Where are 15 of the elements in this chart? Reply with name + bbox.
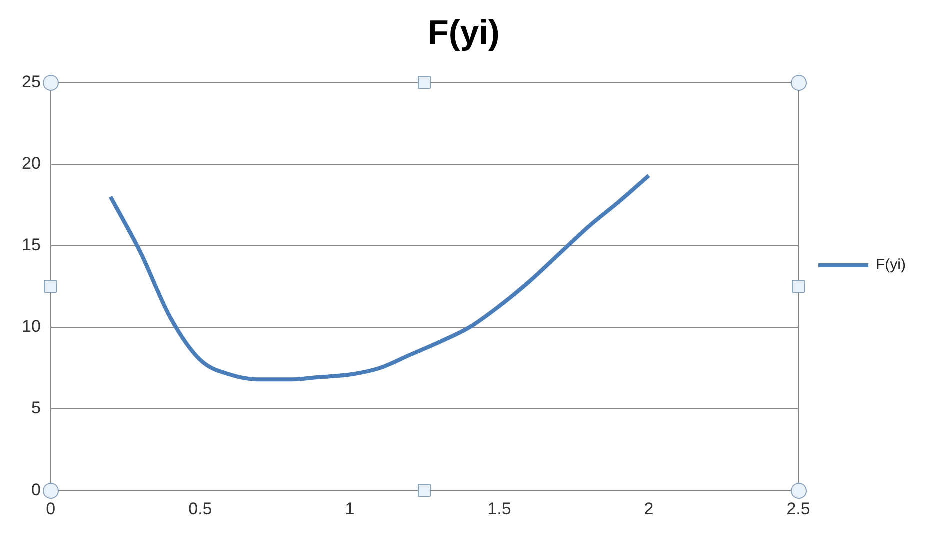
y-tick-label: 15 — [22, 236, 41, 255]
x-tick-label: 0 — [46, 499, 56, 518]
line-series — [108, 174, 651, 382]
x-tick-label: 0.5 — [188, 499, 212, 518]
x-tick-label: 1 — [345, 499, 355, 518]
y-tick-label: 20 — [22, 154, 41, 174]
y-tick-label: 25 — [22, 72, 41, 92]
chart-title: F(yi) — [428, 14, 500, 52]
x-tick-label: 2 — [644, 499, 654, 518]
y-tick-label: 5 — [31, 398, 41, 418]
x-tick-label: 1.5 — [488, 499, 512, 518]
y-tick-label: 0 — [31, 480, 41, 500]
y-tick-label: 10 — [22, 317, 41, 336]
x-tick-label: 2.5 — [786, 499, 810, 518]
legend-label: F(yi) — [876, 256, 906, 274]
